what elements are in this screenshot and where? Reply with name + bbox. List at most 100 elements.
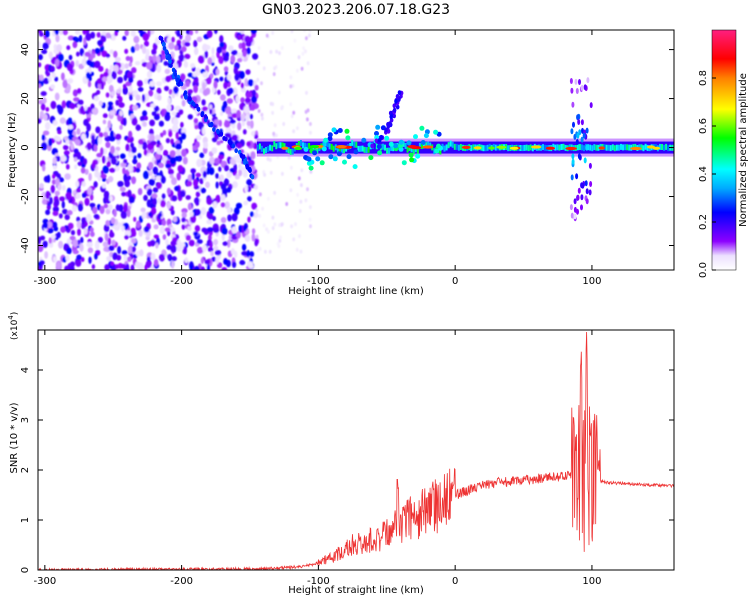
noise-mark xyxy=(100,81,104,90)
sparse-noise-mark xyxy=(256,248,260,253)
noise-mark xyxy=(150,103,156,108)
noise-mark xyxy=(125,143,130,152)
band-core-mark xyxy=(595,144,598,151)
noise-mark xyxy=(231,134,238,141)
band-wave-mark xyxy=(306,156,312,162)
noise-mark xyxy=(124,63,129,69)
noise-mark xyxy=(120,153,126,159)
band-wave-mark xyxy=(368,155,374,161)
noise-mark xyxy=(43,77,50,85)
noise-mark xyxy=(124,180,130,188)
band-wave-mark xyxy=(377,150,383,156)
band-core-mark xyxy=(427,141,430,148)
band-core-mark xyxy=(418,142,421,149)
band-core-mark xyxy=(423,142,425,149)
noise-mark xyxy=(185,195,191,200)
spectrogram-frame xyxy=(37,29,675,271)
noise-mark xyxy=(215,173,219,179)
noise-mark xyxy=(231,50,238,56)
sparse-noise-mark xyxy=(280,46,284,50)
band-core-mark xyxy=(556,144,559,151)
sparse-noise-mark xyxy=(298,234,301,239)
snr-x-ticks: -300 -200 -100 0 100 xyxy=(33,330,601,587)
noise-mark xyxy=(170,138,174,145)
sparse-noise-mark xyxy=(290,165,293,170)
noise-mark xyxy=(56,136,61,142)
trace-mark xyxy=(166,55,171,61)
noise-mark xyxy=(187,174,193,182)
noise-mark xyxy=(47,227,54,234)
noise-mark xyxy=(238,225,243,233)
noise-mark xyxy=(51,72,56,78)
burst-mark xyxy=(573,213,577,220)
noise-mark xyxy=(80,133,87,141)
sparse-noise-mark xyxy=(300,183,303,188)
noise-mark xyxy=(38,261,42,267)
band-wave-mark xyxy=(308,165,314,171)
band-core-mark xyxy=(507,145,510,152)
noise-mark xyxy=(156,81,162,87)
noise-mark xyxy=(216,262,223,269)
sparse-noise-mark xyxy=(303,30,306,33)
noise-mark xyxy=(56,44,62,52)
noise-mark xyxy=(45,191,50,200)
band-wave-mark xyxy=(344,128,350,134)
band-core-mark xyxy=(330,143,333,150)
noise-mark xyxy=(242,170,248,178)
sparse-noise-mark xyxy=(256,77,260,82)
noise-mark xyxy=(113,50,118,58)
noise-mark xyxy=(157,214,161,220)
burst-mark xyxy=(580,84,584,91)
noise-mark xyxy=(171,91,176,99)
noise-mark xyxy=(202,89,209,96)
noise-mark xyxy=(95,126,101,134)
noise-mark xyxy=(251,89,256,98)
band-core-mark xyxy=(375,143,378,150)
sparse-noise-mark xyxy=(285,202,289,206)
sparse-noise-mark xyxy=(304,109,308,114)
noise-mark xyxy=(73,152,78,160)
band-core-mark xyxy=(287,147,290,154)
sparse-noise-mark xyxy=(293,38,297,43)
noise-mark xyxy=(187,114,193,120)
trace-mark xyxy=(228,140,233,146)
sparse-noise-mark xyxy=(273,190,276,195)
x-tick-label: 0 xyxy=(452,276,458,287)
band-core-mark xyxy=(644,143,647,150)
band-core-mark xyxy=(634,143,637,150)
noise-mark xyxy=(227,87,234,95)
band-wave-mark xyxy=(327,132,333,138)
band-core-mark xyxy=(626,144,629,151)
noise-mark xyxy=(80,167,86,174)
noise-mark xyxy=(81,181,86,187)
sparse-noise-mark xyxy=(299,249,303,254)
noise-mark xyxy=(185,34,191,42)
sparse-noise-mark xyxy=(269,170,273,175)
noise-mark xyxy=(170,244,177,253)
noise-mark xyxy=(109,135,116,142)
noise-mark xyxy=(106,160,111,168)
noise-mark xyxy=(221,227,228,235)
noise-mark xyxy=(183,61,189,68)
noise-mark xyxy=(111,71,117,80)
noise-mark xyxy=(83,228,88,235)
sparse-noise-mark xyxy=(300,66,304,71)
noise-mark xyxy=(87,187,93,196)
sparse-noise-mark xyxy=(277,244,281,249)
noise-mark xyxy=(150,140,157,146)
noise-mark xyxy=(180,190,186,198)
band-core-mark xyxy=(404,143,407,149)
band-core-mark xyxy=(332,145,335,152)
noise-mark xyxy=(219,76,224,82)
x-tick-label: 100 xyxy=(582,276,601,287)
noise-mark xyxy=(239,259,245,265)
noise-mark xyxy=(204,259,210,265)
band-core-mark xyxy=(597,144,600,151)
noise-mark xyxy=(146,70,153,79)
noise-mark xyxy=(213,80,218,89)
trace-mark xyxy=(179,81,184,87)
snr-y-ticks: 0 1 2 3 4 xyxy=(20,367,674,573)
burst-mark xyxy=(588,189,592,196)
noise-mark xyxy=(176,30,181,37)
band-core-mark xyxy=(316,147,319,154)
